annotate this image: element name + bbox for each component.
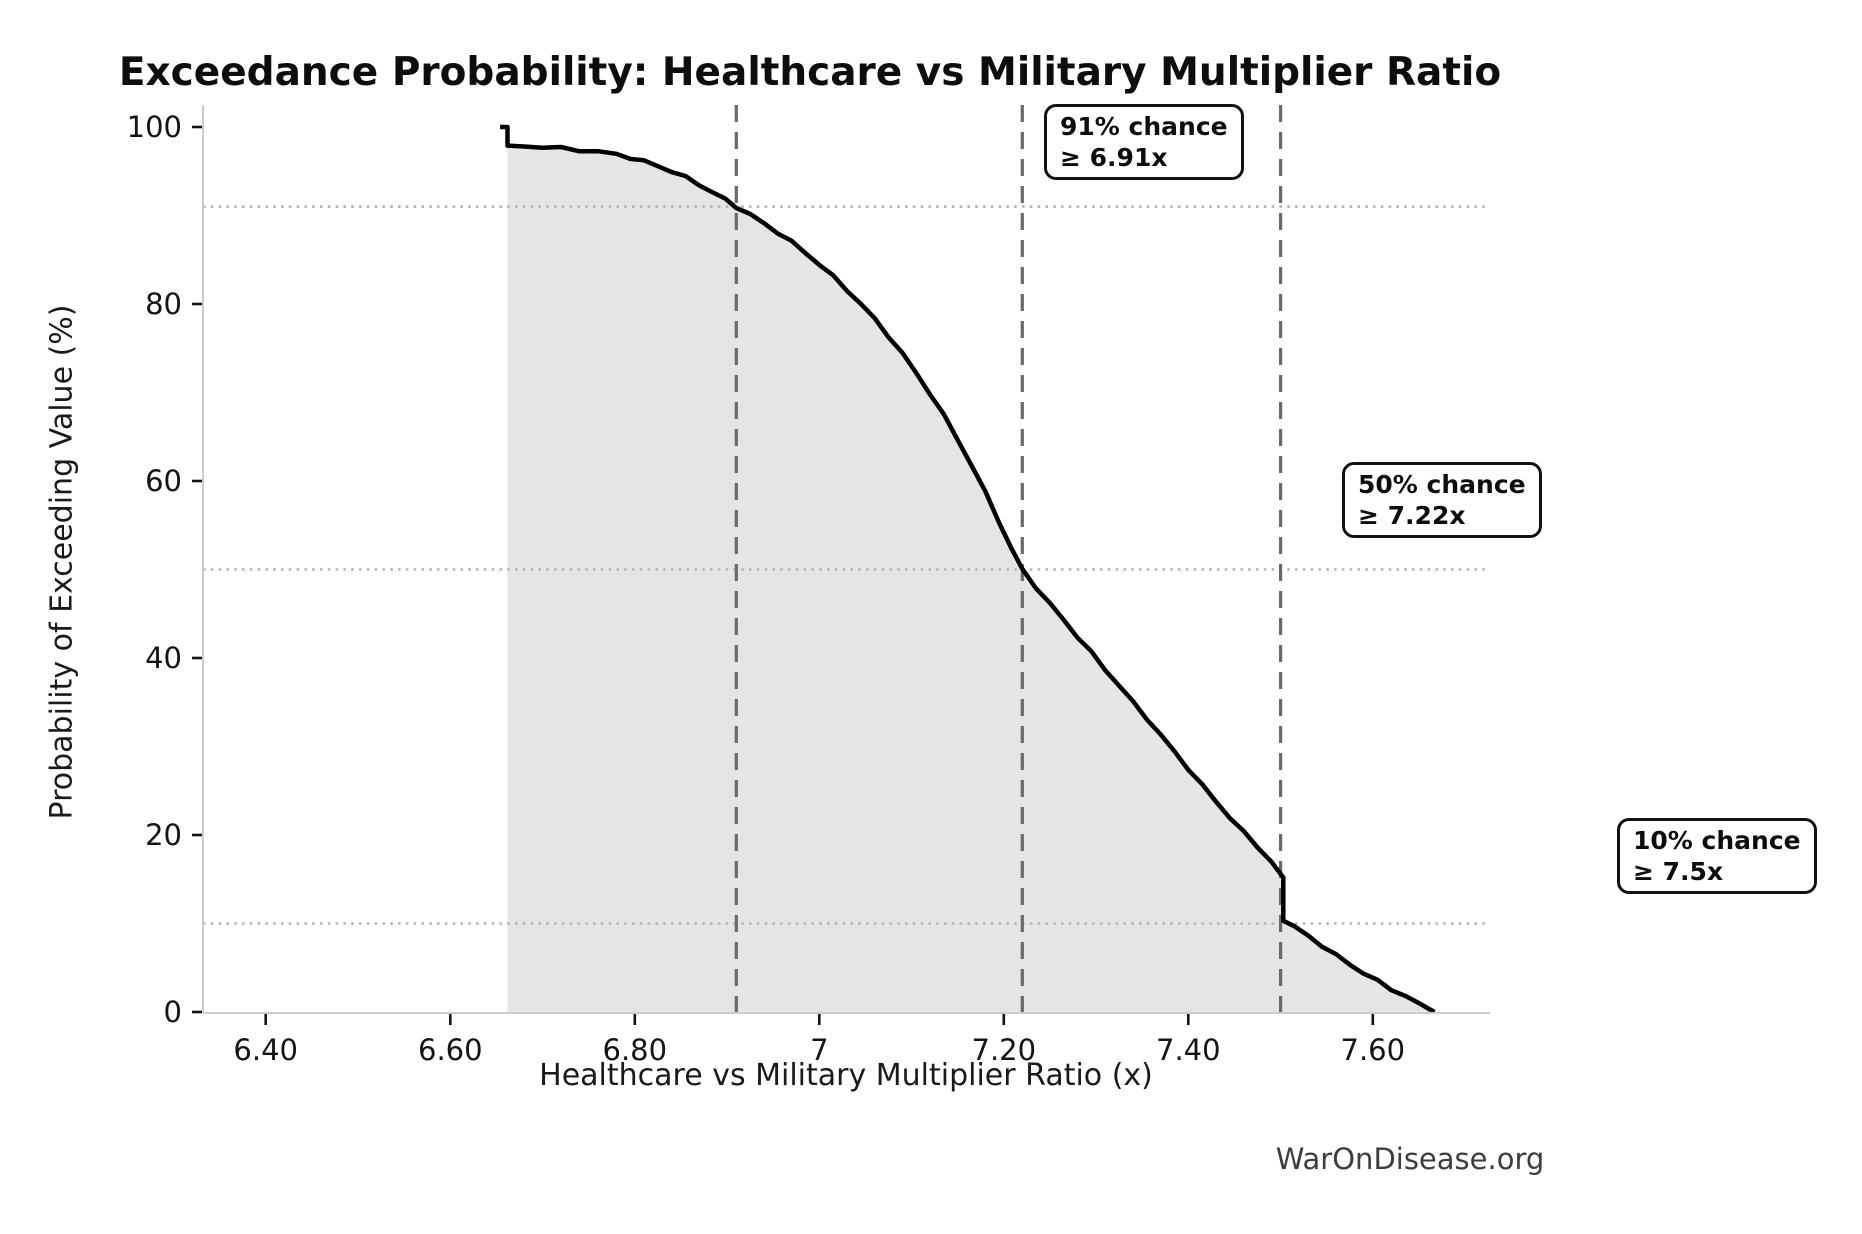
annotation-line2: ≥ 6.91x [1060,143,1168,172]
annotation-line1: 50% chance [1358,470,1526,499]
x-tick-label: 7.20 [972,1033,1037,1067]
y-tick-label: 0 [164,995,182,1029]
x-tick-label: 7.60 [1341,1033,1406,1067]
x-tick-label: 6.60 [418,1033,483,1067]
x-tick-label: 6.80 [603,1033,668,1067]
x-tick-label: 6.40 [233,1033,298,1067]
y-tick-label: 40 [145,641,182,675]
annotation-10-percent: 10% chance ≥ 7.5x [1617,818,1817,894]
chart-title: Exceedance Probability: Healthcare vs Mi… [118,50,1502,95]
x-axis-label: Healthcare vs Military Multiplier Ratio … [539,1058,1153,1093]
x-tick-label: 7 [810,1033,828,1067]
area-fill [507,145,1435,1013]
annotation-91-percent: 91% chance ≥ 6.91x [1044,104,1244,180]
y-tick-label: 20 [145,818,182,852]
annotation-line2: ≥ 7.22x [1358,501,1466,530]
y-tick-label: 100 [127,110,182,144]
annotation-line1: 10% chance [1633,826,1801,855]
watermark-text: WarOnDisease.org [1275,1142,1545,1176]
y-tick-label: 60 [145,464,182,498]
annotation-line2: ≥ 7.5x [1633,857,1724,886]
annotation-50-percent: 50% chance ≥ 7.22x [1342,462,1542,538]
x-tick-label: 7.40 [1156,1033,1221,1067]
annotation-line1: 91% chance [1060,112,1228,141]
exceedance-curve-line [500,124,1436,1014]
y-tick-label: 80 [145,287,182,321]
